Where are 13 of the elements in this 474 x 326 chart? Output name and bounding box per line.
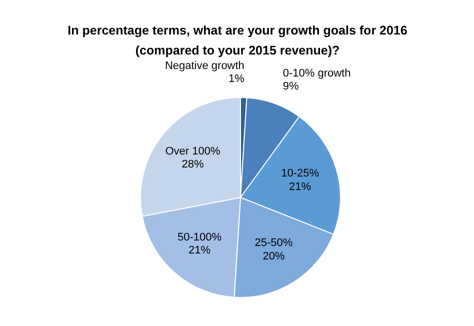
- slice-label: 50-100%: [177, 231, 222, 244]
- slice-label: 25-50%: [254, 237, 293, 250]
- data-label: 21%: [289, 180, 312, 193]
- slice-label: Over 100%: [165, 145, 220, 158]
- slice-label: Negative growth: [164, 60, 244, 72]
- data-label: 1%: [228, 73, 245, 86]
- chart-title: In percentage terms, what are your growth goals for 2016 (compared to your 2015 revenue)?: [68, 24, 408, 58]
- data-label: 20%: [262, 250, 285, 262]
- data-label: 28%: [182, 158, 204, 171]
- slice-label: 0-10% growth: [282, 67, 351, 80]
- data-label: 21%: [188, 244, 211, 257]
- slice-label: 10-25%: [281, 168, 320, 180]
- data-label: 9%: [282, 80, 299, 92]
